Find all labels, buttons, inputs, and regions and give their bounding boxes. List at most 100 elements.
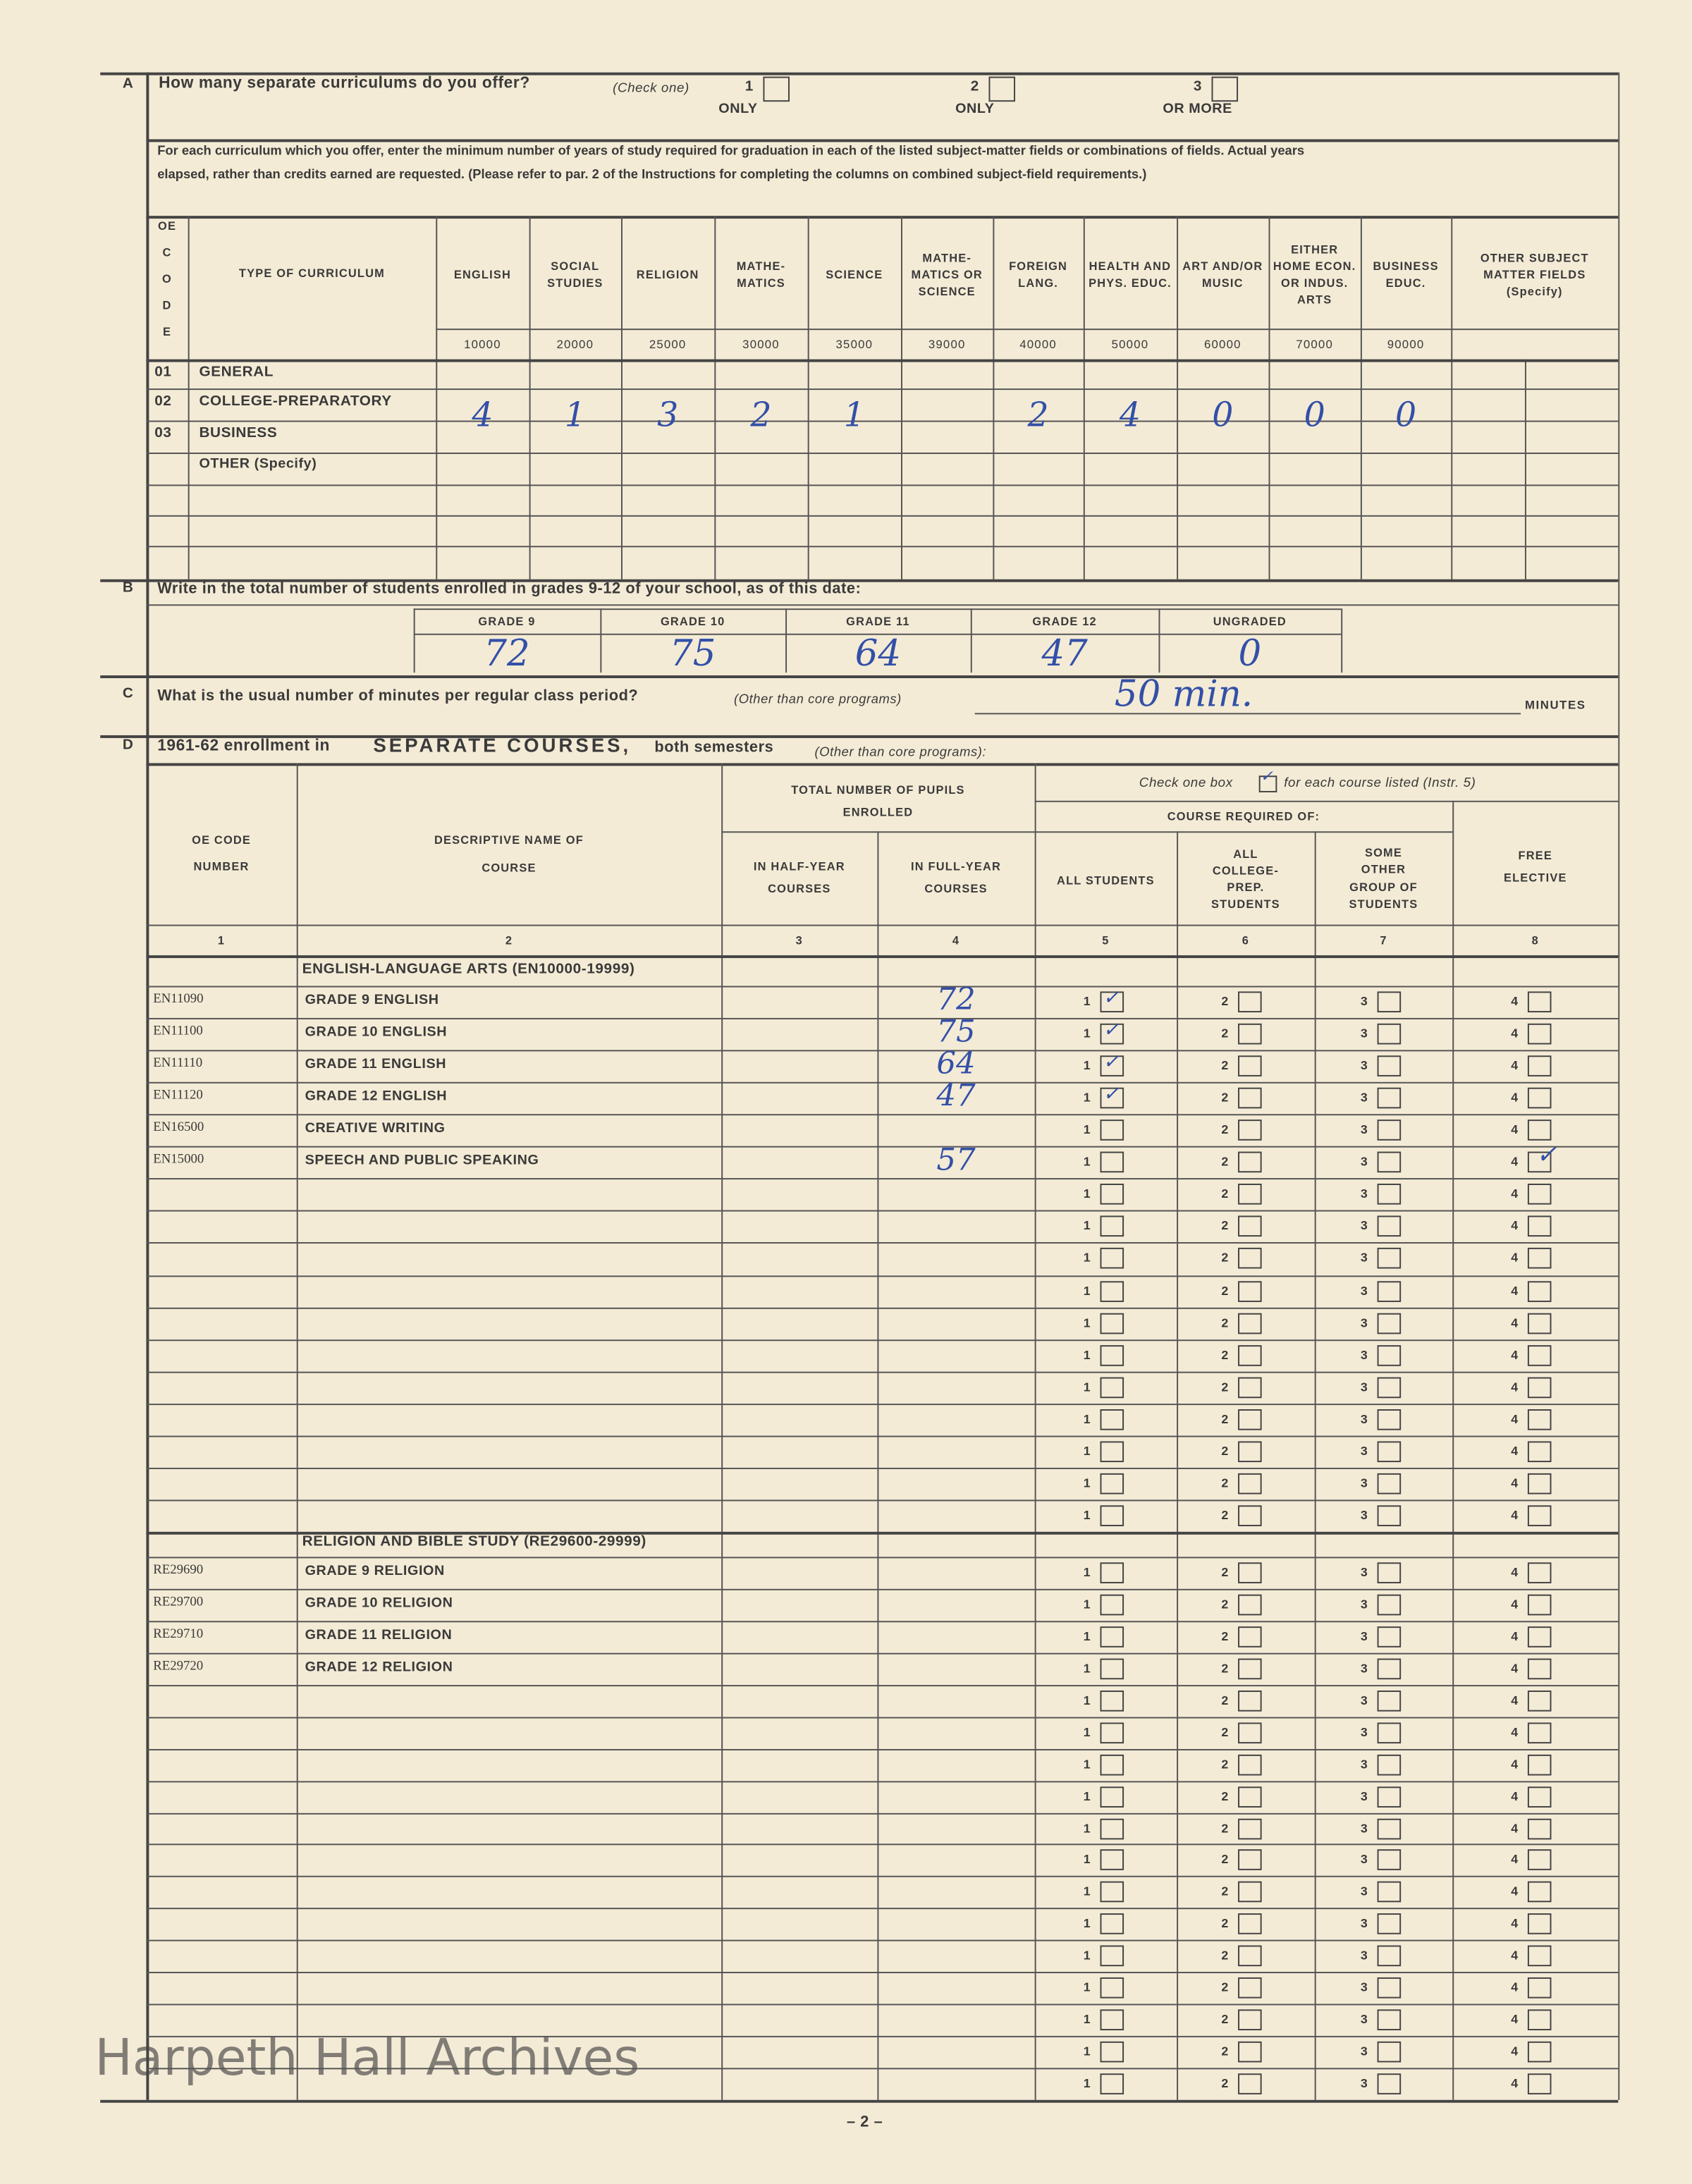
curriculum-count-checkbox[interactable] [988,76,1016,102]
course-required-checkbox[interactable] [1527,2073,1552,2094]
course-required-checkbox[interactable] [1238,2009,1262,2031]
course-required-checkbox[interactable] [1377,1977,1402,1999]
handwritten-years[interactable]: 0 [1304,395,1325,435]
course-required-checkbox[interactable] [1238,1216,1262,1237]
course-required-checkbox[interactable] [1377,1409,1402,1430]
handwritten-years[interactable]: 2 [750,395,772,435]
course-required-checkbox[interactable] [1527,1817,1552,1839]
course-required-checkbox[interactable] [1377,1913,1402,1935]
course-required-checkbox[interactable] [1377,1376,1402,1398]
handwritten-years[interactable]: 4 [1119,395,1141,435]
grade-enrollment-value[interactable]: 0 [1238,633,1262,676]
course-required-checkbox[interactable] [1100,1626,1124,1648]
course-required-checkbox[interactable] [1377,1626,1402,1648]
course-required-checkbox[interactable] [1100,1754,1124,1775]
course-required-checkbox[interactable] [1100,1023,1124,1045]
course-required-checkbox[interactable] [1238,1473,1262,1495]
course-required-checkbox[interactable] [1377,1216,1402,1237]
course-required-checkbox[interactable] [1527,1248,1552,1270]
course-required-checkbox[interactable] [1527,1505,1552,1526]
course-required-checkbox[interactable] [1100,1248,1124,1270]
course-required-checkbox[interactable] [1238,2073,1262,2094]
course-required-checkbox[interactable] [1100,1280,1124,1301]
handwritten-years[interactable]: 3 [657,395,679,435]
course-required-checkbox[interactable] [1238,1055,1262,1077]
course-required-checkbox[interactable] [1238,1754,1262,1775]
course-required-checkbox[interactable] [1238,1786,1262,1808]
course-required-checkbox[interactable] [1238,1505,1262,1526]
full-year-enrollment[interactable]: 75 [936,1015,976,1050]
course-required-checkbox[interactable] [1377,1344,1402,1366]
minutes-value[interactable]: 50 min. [1114,674,1253,716]
course-required-checkbox[interactable] [1238,1441,1262,1462]
course-required-checkbox[interactable] [1377,1786,1402,1808]
course-required-checkbox[interactable] [1100,1152,1124,1173]
course-required-checkbox[interactable] [1238,1882,1262,1903]
grade-enrollment-value[interactable]: 64 [854,633,902,676]
course-required-checkbox[interactable] [1527,1562,1552,1583]
course-required-checkbox[interactable] [1527,2009,1552,2031]
course-required-checkbox[interactable] [1527,1055,1552,1077]
course-required-checkbox[interactable] [1527,1977,1552,1999]
course-required-checkbox[interactable] [1100,1376,1124,1398]
course-required-checkbox[interactable] [1527,1786,1552,1808]
course-required-checkbox[interactable] [1527,1216,1552,1237]
course-required-checkbox[interactable] [1100,1977,1124,1999]
course-required-checkbox[interactable] [1100,1055,1124,1077]
course-required-checkbox[interactable] [1238,1152,1262,1173]
curriculum-count-checkbox[interactable] [763,76,790,102]
course-required-checkbox[interactable] [1238,1376,1262,1398]
course-required-checkbox[interactable] [1238,1977,1262,1999]
course-required-checkbox[interactable] [1100,2042,1124,2063]
course-required-checkbox[interactable] [1100,1312,1124,1334]
course-required-checkbox[interactable] [1100,1409,1124,1430]
course-required-checkbox[interactable] [1100,1658,1124,1679]
course-required-checkbox[interactable] [1377,1119,1402,1141]
course-required-checkbox[interactable] [1377,2009,1402,2031]
course-required-checkbox[interactable] [1238,1248,1262,1270]
course-required-checkbox[interactable] [1377,1441,1402,1462]
course-required-checkbox[interactable] [1527,991,1552,1013]
course-required-checkbox[interactable] [1100,1119,1124,1141]
course-required-checkbox[interactable] [1377,1817,1402,1839]
course-required-checkbox[interactable] [1527,1119,1552,1141]
course-required-checkbox[interactable] [1238,1023,1262,1045]
course-required-checkbox[interactable] [1100,1473,1124,1495]
course-required-checkbox[interactable] [1527,1850,1552,1871]
course-required-checkbox[interactable] [1100,2073,1124,2094]
full-year-enrollment[interactable]: 64 [936,1047,976,1083]
course-required-checkbox[interactable] [1377,1562,1402,1583]
curriculum-count-checkbox[interactable] [1211,76,1239,102]
course-required-checkbox[interactable] [1527,1344,1552,1366]
course-required-checkbox[interactable] [1527,1722,1552,1743]
course-required-checkbox[interactable] [1100,1817,1124,1839]
course-required-checkbox[interactable] [1238,1817,1262,1839]
course-required-checkbox[interactable] [1527,1946,1552,1967]
handwritten-years[interactable]: 1 [843,395,865,435]
course-required-checkbox[interactable] [1377,1248,1402,1270]
course-required-checkbox[interactable] [1527,1913,1552,1935]
course-required-checkbox[interactable] [1100,1505,1124,1526]
course-required-checkbox[interactable] [1527,1690,1552,1712]
course-required-checkbox[interactable] [1238,1312,1262,1334]
course-required-checkbox[interactable] [1100,1850,1124,1871]
course-required-checkbox[interactable] [1527,1594,1552,1616]
course-required-checkbox[interactable] [1377,1184,1402,1206]
course-required-checkbox[interactable] [1527,1280,1552,1301]
course-required-checkbox[interactable] [1100,2009,1124,2031]
course-required-checkbox[interactable] [1377,1658,1402,1679]
course-required-checkbox[interactable] [1238,1850,1262,1871]
course-required-checkbox[interactable] [1238,1658,1262,1679]
course-required-checkbox[interactable] [1100,991,1124,1013]
course-required-checkbox[interactable] [1100,1216,1124,1237]
course-required-checkbox[interactable] [1238,1690,1262,1712]
course-required-checkbox[interactable] [1377,1850,1402,1871]
course-required-checkbox[interactable] [1527,1658,1552,1679]
course-required-checkbox[interactable] [1527,1088,1552,1109]
course-required-checkbox[interactable] [1100,1184,1124,1206]
full-year-enrollment[interactable]: 72 [936,983,976,1018]
course-required-checkbox[interactable] [1377,1594,1402,1616]
course-required-checkbox[interactable] [1238,1119,1262,1141]
course-required-checkbox[interactable] [1377,1055,1402,1077]
course-required-checkbox[interactable] [1527,1754,1552,1775]
